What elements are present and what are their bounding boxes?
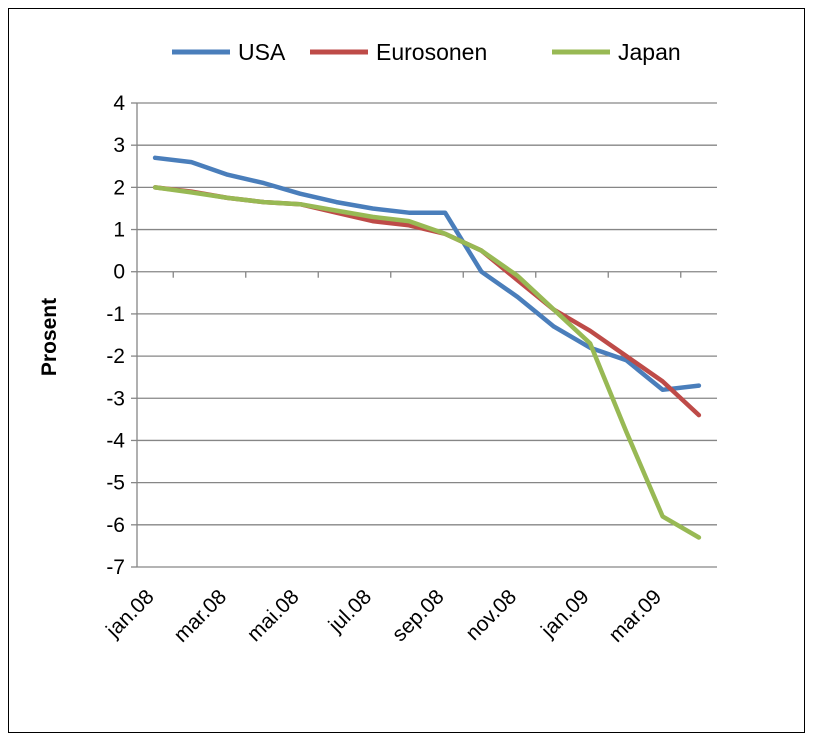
y-tick-label: -7 (106, 556, 125, 579)
x-tick-label: jan.08 (101, 585, 158, 642)
y-tick-label: 2 (113, 176, 125, 199)
x-tick-label: mai.08 (243, 585, 304, 646)
y-tick-label: 3 (113, 134, 125, 157)
y-tick-label: 1 (113, 219, 125, 242)
series-line-japan (152, 185, 702, 540)
y-tick-label: -4 (106, 429, 125, 452)
series-line-eurosonen (152, 185, 702, 418)
legend-label-eurosonen: Eurosonen (376, 39, 487, 65)
y-tick-label: 4 (113, 92, 125, 115)
x-tick-label: mar.08 (169, 585, 231, 647)
legend-label-usa: USA (238, 39, 286, 65)
x-tick-label: jan.09 (536, 585, 593, 642)
x-tick-label: sep.08 (388, 585, 449, 646)
x-tick-label: mar.09 (604, 585, 666, 647)
chart-frame (8, 8, 805, 733)
legend-label-japan: Japan (618, 39, 681, 65)
x-tick-labels: jan.08 mar.08 mai.08 jul.08 sep.08 nov.08 jan.… (101, 585, 666, 647)
y-tick-label: -3 (106, 387, 125, 410)
y-tick-labels: 4 3 2 1 0 -1 -2 -3 -4 -5 -6 -7 (106, 92, 125, 579)
y-tick-label: -5 (106, 472, 125, 495)
axes (131, 102, 717, 568)
series-line-usa (152, 155, 702, 393)
y-tick-label: 0 (113, 261, 125, 284)
x-tick-label: jul.08 (324, 585, 376, 637)
series-lines (152, 155, 702, 540)
x-tick-label: nov.08 (461, 585, 521, 645)
legend: USA Eurosonen Japan (172, 39, 681, 65)
y-tick-label: -6 (106, 514, 125, 537)
y-axis-title: Prosent (38, 298, 61, 376)
y-tick-label: -1 (106, 303, 125, 326)
y-tick-label: -2 (106, 345, 125, 368)
